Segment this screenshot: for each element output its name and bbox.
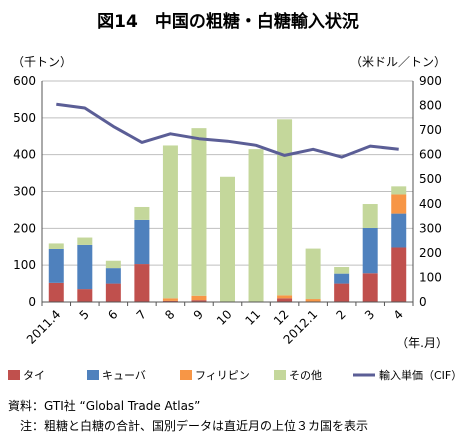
- bar-タイ: [48, 282, 64, 302]
- bar-その他: [305, 248, 321, 300]
- x-tick-label: 10: [214, 307, 235, 328]
- bar-タイ: [105, 283, 121, 302]
- bar-キューバ: [77, 244, 93, 290]
- bar-その他: [134, 206, 150, 220]
- legend-label: 輸入単価（CIF）: [379, 368, 456, 382]
- bar-タイ: [334, 283, 350, 302]
- x-tick-label: 6: [105, 307, 120, 322]
- legend: タイ キューバ フィリピン その他 輸入単価（CIF）: [8, 368, 456, 382]
- bar-キューバ: [362, 227, 378, 274]
- axes: [41, 81, 414, 306]
- bar-その他: [220, 176, 235, 302]
- footnote: 注：粗糖と白糖の合計、国別データは直近月の上位３カ国を表示: [20, 418, 368, 433]
- bar-その他: [391, 186, 407, 195]
- x-tick-label: 8: [162, 307, 177, 322]
- left-tick-label: 200: [13, 221, 36, 235]
- left-tick-label: 300: [13, 185, 36, 199]
- right-tick-label: 600: [419, 148, 442, 162]
- bar-その他: [334, 267, 350, 274]
- right-axis-unit: （米ドル／トン）: [350, 55, 446, 69]
- bar-フィリピン: [162, 298, 178, 301]
- bar-タイ: [134, 264, 150, 302]
- right-tick-label: 400: [419, 197, 442, 211]
- x-tick-label: 9: [191, 307, 206, 322]
- bar-タイ: [362, 273, 378, 302]
- right-tick-label: 300: [419, 221, 442, 235]
- bar-その他: [105, 260, 121, 269]
- bar-タイ: [77, 289, 93, 302]
- x-tick-label: 3: [362, 307, 377, 322]
- x-tick-label: 2: [333, 307, 348, 322]
- bar-フィリピン: [277, 295, 293, 299]
- x-tick-label: 2011.4: [24, 307, 64, 347]
- x-tick-label: 7: [134, 307, 149, 322]
- bar-タイ: [162, 300, 178, 302]
- right-tick-label: 500: [419, 172, 442, 186]
- legend-label: タイ: [23, 369, 45, 382]
- bar-キューバ: [134, 219, 150, 265]
- left-tick-labels: 0 100 200 300 400 500 600: [13, 74, 36, 309]
- bar-キューバ: [105, 268, 121, 284]
- bar-フィリピン: [391, 194, 407, 214]
- bar-その他: [248, 149, 264, 302]
- legend-swatch-その他: [274, 370, 286, 380]
- bar-その他: [277, 119, 293, 296]
- x-axis-unit: （年.月）: [396, 336, 448, 350]
- left-tick-label: 0: [28, 295, 36, 309]
- right-tick-labels: 0 100 200 300 400 500 600 700 800 900: [419, 74, 442, 309]
- left-tick-label: 100: [13, 258, 36, 272]
- chart-title: 図14 中国の粗糖・白糖輸入状況: [97, 11, 359, 32]
- legend-label: その他: [289, 369, 322, 382]
- legend-swatch-タイ: [8, 370, 20, 380]
- right-tick-label: 700: [419, 123, 442, 137]
- x-tick-label: 4: [391, 307, 406, 322]
- bar-フィリピン: [305, 299, 321, 302]
- right-tick-label: 900: [419, 74, 442, 88]
- legend-swatch-キューバ: [87, 370, 99, 380]
- right-tick-label: 200: [419, 246, 442, 260]
- bar-その他: [48, 243, 64, 249]
- right-tick-label: 0: [419, 295, 427, 309]
- bar-その他: [362, 204, 378, 228]
- bar-フィリピン: [191, 295, 207, 301]
- bar-キューバ: [334, 273, 350, 284]
- x-tick-label: 12: [271, 307, 292, 328]
- bar-キューバ: [48, 248, 64, 283]
- bar-その他: [191, 128, 207, 296]
- bar-その他: [77, 237, 93, 245]
- bar-その他: [162, 145, 178, 299]
- bar-タイ: [191, 300, 207, 302]
- legend-label: フィリピン: [195, 369, 250, 382]
- bar-stacks: [48, 119, 407, 302]
- right-tick-label: 800: [419, 99, 442, 113]
- legend-swatch-フィリピン: [180, 370, 192, 380]
- left-tick-label: 500: [13, 111, 36, 125]
- line-輸入単価（CIF）: [56, 102, 399, 159]
- x-tick-label: 11: [242, 307, 263, 328]
- left-tick-label: 400: [13, 148, 36, 162]
- bar-キューバ: [391, 213, 407, 248]
- source-note: 資料：GTI社 “Global Trade Atlas”: [8, 398, 200, 413]
- bar-タイ: [277, 298, 293, 302]
- bar-タイ: [391, 247, 407, 302]
- left-axis-unit: （千トン）: [12, 55, 72, 69]
- price-line: [56, 102, 399, 159]
- left-tick-label: 600: [13, 74, 36, 88]
- right-tick-label: 100: [419, 270, 442, 284]
- legend-label: キューバ: [102, 369, 146, 382]
- x-tick-label: 5: [77, 307, 92, 322]
